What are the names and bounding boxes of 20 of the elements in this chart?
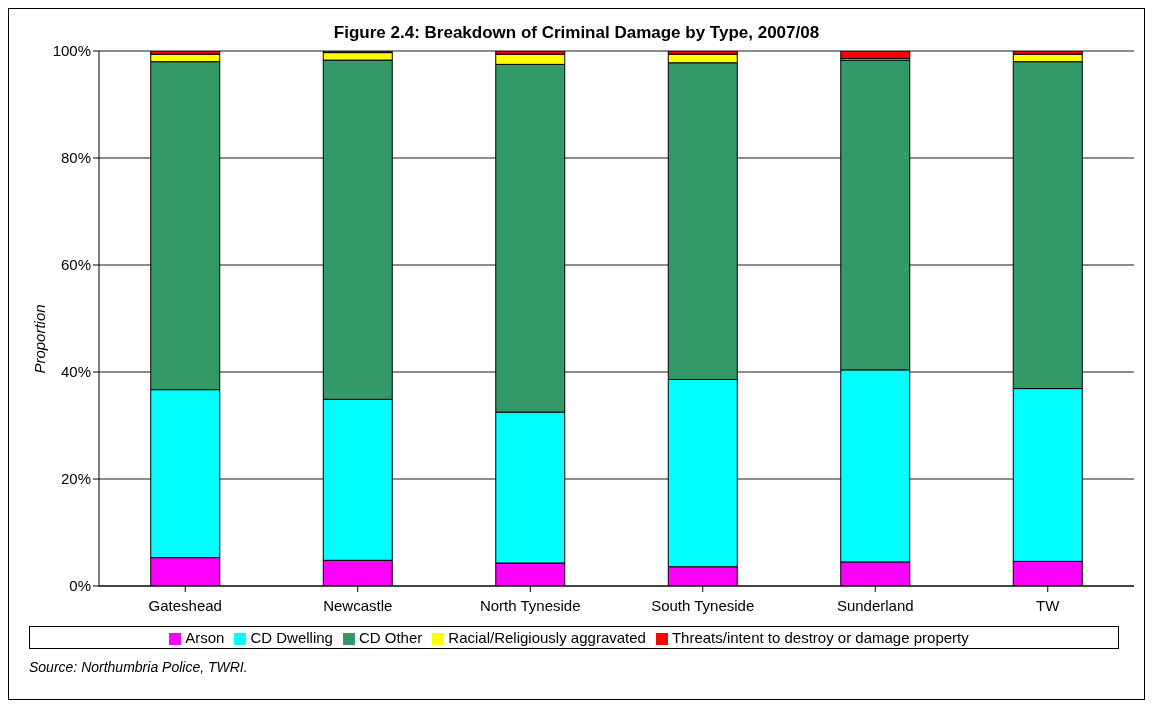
x-tick-label: North Tyneside (479, 596, 581, 614)
y-tick-label: 80% (60, 149, 91, 167)
legend-label: Arson (185, 629, 225, 646)
y-tick-label: 40% (60, 363, 91, 381)
legend-label: CD Other (358, 629, 423, 646)
x-tick-label: Newcastle (323, 596, 393, 614)
legend-label: Threats/intent to destroy or damage property (671, 629, 969, 646)
source-note: Source: Northumbria Police, TWRI. (29, 659, 248, 675)
y-tick-label: 0% (69, 577, 91, 595)
y-tick-label: 60% (60, 256, 91, 274)
chart-title: Figure 2.4: Breakdown of Criminal Damage by Type, 2007/08 (332, 23, 821, 43)
x-tick-label: South Tyneside (651, 596, 755, 614)
x-tick-label: TW (1036, 596, 1061, 614)
x-tick-label: Sunderland (836, 596, 914, 614)
y-tick-label: 20% (60, 470, 91, 488)
legend-label: CD Dwelling (250, 629, 333, 646)
y-tick-label: 100% (52, 42, 91, 60)
x-tick-label: Gateshead (148, 596, 222, 614)
legend-label: Racial/Religiously aggravated (448, 629, 646, 646)
y-axis-title: Proportion (30, 304, 48, 374)
